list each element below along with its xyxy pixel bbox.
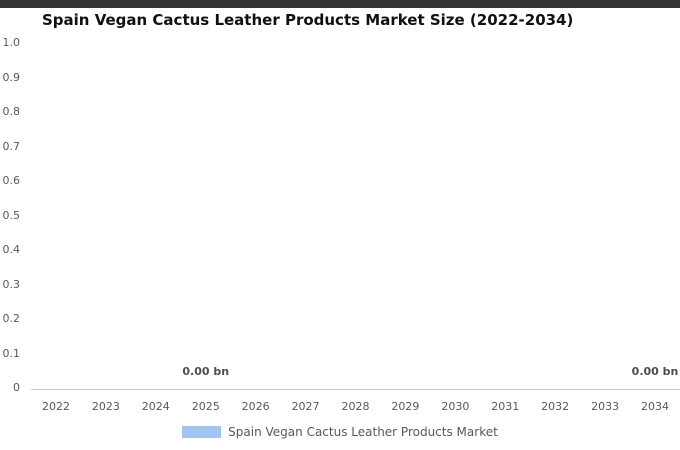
x-tick-label: 2028 xyxy=(341,400,370,413)
y-tick-label: 0 xyxy=(13,381,20,394)
legend-swatch-icon xyxy=(182,426,222,438)
y-tick-label: 0.9 xyxy=(2,70,21,84)
x-tick-label: 2032 xyxy=(541,400,570,413)
x-tick-label: 2024 xyxy=(141,400,170,413)
value-label: 0.00 bn xyxy=(182,365,230,378)
x-tick-label: 2033 xyxy=(591,400,620,413)
value-label xyxy=(131,365,181,378)
value-label xyxy=(281,365,331,378)
legend-label: Spain Vegan Cactus Leather Products Mark… xyxy=(228,425,498,439)
value-label xyxy=(430,365,480,378)
value-label xyxy=(31,365,81,378)
legend: Spain Vegan Cactus Leather Products Mark… xyxy=(0,425,680,439)
y-tick-label: 0.3 xyxy=(2,277,21,291)
x-tick-label: 2023 xyxy=(91,400,120,413)
value-label xyxy=(81,365,131,378)
legend-item[interactable]: Spain Vegan Cactus Leather Products Mark… xyxy=(182,425,498,439)
value-label xyxy=(480,365,530,378)
value-label: 0.00 bn xyxy=(631,365,679,378)
x-tick-label: 2022 xyxy=(41,400,70,413)
y-tick-label: 0.2 xyxy=(2,312,21,325)
value-label xyxy=(580,365,630,378)
value-label xyxy=(331,365,381,378)
value-label xyxy=(380,365,430,378)
x-tick-label: 2027 xyxy=(291,400,320,413)
x-tick-label: 2026 xyxy=(241,400,270,413)
x-tick-label: 2030 xyxy=(441,400,470,413)
y-tick-label: 1.0 xyxy=(2,36,21,49)
x-tick-label: 2029 xyxy=(391,400,420,413)
x-tick-label: 2034 xyxy=(641,400,670,413)
y-axis-tick-labels: 1.0 0.9 0.8 0.7 0.6 0.5 0.4 0.3 0.2 0.1 … xyxy=(0,37,22,394)
y-tick-label: 0.1 xyxy=(2,346,21,360)
x-tick-label: 2031 xyxy=(491,400,520,413)
window-top-border xyxy=(0,0,680,8)
y-tick-label: 0.7 xyxy=(2,139,21,153)
bar-value-labels: 0.00 bn 0.00 bn xyxy=(31,365,680,378)
chart-title: Spain Vegan Cactus Leather Products Mark… xyxy=(42,11,574,29)
y-tick-label: 0.4 xyxy=(2,243,21,256)
y-tick-label: 0.5 xyxy=(2,208,21,222)
x-axis-tick-labels: 2022 2023 2024 2025 2026 2027 2028 2029 … xyxy=(31,400,680,413)
y-tick-label: 0.8 xyxy=(2,105,21,118)
x-tick-label: 2025 xyxy=(191,400,220,413)
plot-area xyxy=(31,43,680,390)
value-label xyxy=(231,365,281,378)
y-tick-label: 0.6 xyxy=(2,174,21,187)
value-label xyxy=(530,365,580,378)
